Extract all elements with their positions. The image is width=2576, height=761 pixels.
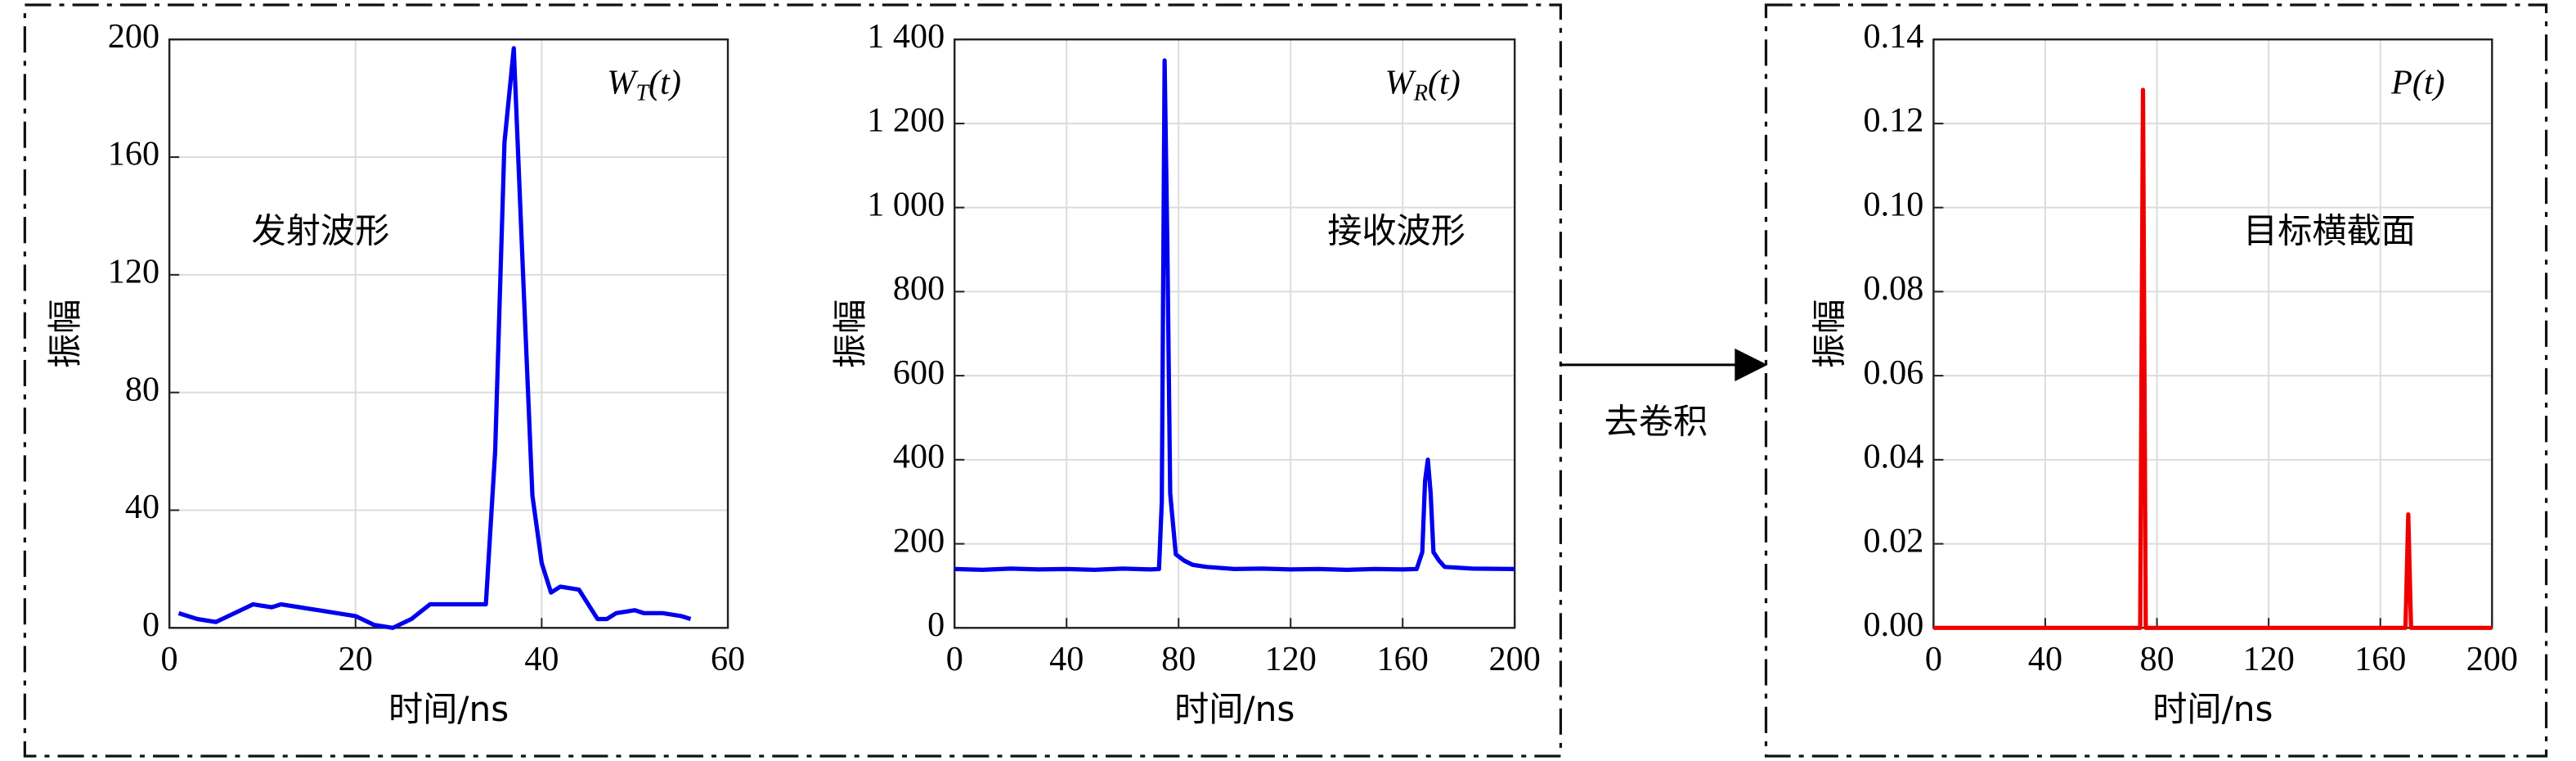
x-tick-label: 40 bbox=[524, 640, 559, 678]
y-tick-label: 0.12 bbox=[1864, 101, 1924, 140]
x-tick-label: 40 bbox=[2028, 640, 2062, 678]
y-tick-label: 160 bbox=[108, 135, 159, 173]
x-axis-label: 时间/ns bbox=[1174, 689, 1295, 729]
y-tick-label: 800 bbox=[893, 269, 945, 308]
chart: 0 40 80 120 160 200 0 20 40 60 时间/ns 振幅 发射波形 WT(t) bbox=[45, 17, 745, 729]
y-tick-label: 120 bbox=[108, 253, 159, 291]
plot-frame bbox=[954, 38, 1516, 629]
curve-subscript: R bbox=[1413, 81, 1428, 106]
curve-label: P(t) bbox=[2390, 63, 2445, 101]
x-tick-label: 200 bbox=[1489, 640, 1541, 678]
curve-symbol: P bbox=[2390, 63, 2412, 101]
x-tick-label: 80 bbox=[1161, 640, 1196, 678]
data-line bbox=[954, 58, 1515, 573]
left-frame bbox=[23, 3, 1563, 758]
annotation: 目标横截面 bbox=[2243, 211, 2416, 251]
y-tick-label: 1 000 bbox=[867, 185, 945, 223]
y-tick-label: 0.08 bbox=[1864, 269, 1924, 308]
data-line bbox=[1933, 88, 2493, 630]
chart: 0.00 0.02 0.04 0.06 0.08 0.10 0.12 0.14 0 40 80 120… bbox=[1809, 17, 2518, 729]
x-tick-label: 40 bbox=[1049, 640, 1084, 678]
x-tick-label: 120 bbox=[1265, 640, 1317, 678]
y-tick-label: 80 bbox=[125, 370, 159, 408]
curve-arg: (t) bbox=[2412, 63, 2445, 101]
chart: 0 200 400 600 800 1 000 1 200 1 400 0 40 80 120 160 2… bbox=[830, 17, 1541, 729]
curve-arg: (t) bbox=[1428, 63, 1461, 101]
y-tick-label: 600 bbox=[893, 353, 945, 392]
y-tick-label: 400 bbox=[893, 438, 945, 476]
curve-subscript: T bbox=[635, 81, 650, 106]
y-axis-label: 振幅 bbox=[830, 299, 870, 368]
y-tick-label: 0.02 bbox=[1864, 521, 1924, 560]
data-line bbox=[177, 46, 692, 630]
x-tick-label: 160 bbox=[1377, 640, 1429, 678]
curve-arg: (t) bbox=[648, 63, 681, 101]
x-tick-label: 20 bbox=[339, 640, 373, 678]
y-tick-label: 0.04 bbox=[1864, 438, 1924, 476]
x-tick-label: 0 bbox=[161, 640, 178, 678]
y-tick-label: 0.06 bbox=[1864, 353, 1924, 392]
y-axis-label: 振幅 bbox=[45, 299, 85, 368]
y-tick-label: 1 400 bbox=[867, 17, 945, 56]
y-tick-label: 1 200 bbox=[867, 101, 945, 140]
y-tick-label: 0.00 bbox=[1864, 606, 1924, 644]
y-tick-label: 0.10 bbox=[1864, 185, 1924, 223]
x-tick-label: 80 bbox=[2139, 640, 2174, 678]
curve-label: WR(t) bbox=[1385, 63, 1461, 106]
x-axis-label: 时间/ns bbox=[2152, 689, 2273, 729]
y-tick-label: 0.14 bbox=[1864, 17, 1924, 56]
right-frame bbox=[1764, 3, 2548, 758]
x-tick-label: 0 bbox=[946, 640, 963, 678]
curve-label: WT(t) bbox=[607, 63, 681, 106]
x-tick-label: 120 bbox=[2243, 640, 2295, 678]
y-axis-label: 振幅 bbox=[1809, 299, 1849, 368]
arrow-label: 去卷积 bbox=[1604, 402, 1708, 442]
x-tick-label: 60 bbox=[711, 640, 745, 678]
y-tick-label: 200 bbox=[893, 521, 945, 560]
y-tick-label: 200 bbox=[108, 17, 159, 56]
x-tick-label: 200 bbox=[2466, 640, 2518, 678]
y-tick-label: 0 bbox=[142, 606, 159, 644]
x-tick-label: 0 bbox=[1925, 640, 1942, 678]
y-tick-label: 40 bbox=[125, 488, 159, 526]
annotation: 发射波形 bbox=[252, 211, 390, 251]
x-axis-label: 时间/ns bbox=[388, 689, 509, 729]
curve-symbol: W bbox=[607, 63, 639, 101]
plot-frame bbox=[168, 38, 729, 629]
y-tick-label: 0 bbox=[927, 606, 945, 644]
x-tick-label: 160 bbox=[2354, 640, 2406, 678]
curve-symbol: W bbox=[1385, 63, 1417, 101]
annotation: 接收波形 bbox=[1327, 211, 1465, 251]
arrow-head bbox=[1735, 348, 1768, 382]
